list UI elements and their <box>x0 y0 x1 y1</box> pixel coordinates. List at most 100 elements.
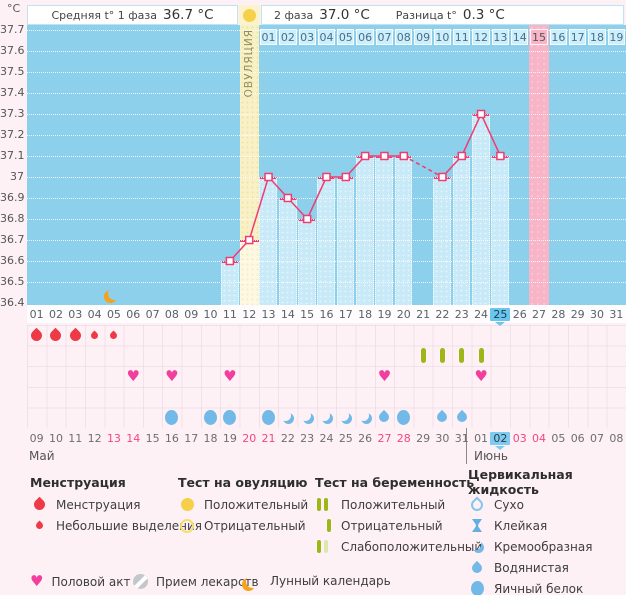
tracker-date-cell[interactable]: 25 <box>338 431 353 445</box>
tracker-date-cell[interactable]: 23 <box>300 431 315 445</box>
legend-item: Положительный <box>315 494 482 515</box>
gridline <box>27 240 626 241</box>
chart-date-cell[interactable]: 26 <box>512 307 527 321</box>
cycle-day-cell[interactable]: 01 <box>259 29 278 45</box>
tracker-date-cell[interactable]: 30 <box>435 431 450 445</box>
chart-date-cell[interactable]: 07 <box>145 307 160 321</box>
tracker-date-cell[interactable]: 18 <box>203 431 218 445</box>
chart-date-cell[interactable]: 24 <box>474 307 489 321</box>
phase2-box: 2 фаза 37.0 °C Разница t° 0.3 °C <box>261 5 624 25</box>
tracker-date-cell[interactable]: 26 <box>358 431 373 445</box>
tracker-date-cell[interactable]: 05 <box>551 431 566 445</box>
chart-today-date[interactable]: 25 <box>490 307 511 321</box>
chart-date-cell[interactable]: 21 <box>416 307 431 321</box>
tracker-date-cell[interactable]: 03 <box>512 431 527 445</box>
tracker-date-cell[interactable]: 29 <box>416 431 431 445</box>
tracker-today-date[interactable]: 02 <box>490 431 511 445</box>
chart-date-cell[interactable]: 15 <box>300 307 315 321</box>
chart-date-cell[interactable]: 05 <box>106 307 121 321</box>
cycle-day-cell[interactable]: 14 <box>511 29 529 45</box>
legend-cervical-title: Цервикальная жидкость <box>468 467 573 497</box>
pregnancy-weak-positive-icon <box>315 540 333 553</box>
tracker-date-cell[interactable]: 13 <box>106 431 121 445</box>
chart-date-cell[interactable]: 29 <box>570 307 585 321</box>
cycle-day-cell[interactable]: 02 <box>279 29 297 45</box>
tracker-date-cell[interactable]: 27 <box>377 431 392 445</box>
intimacy-marker: ♥ <box>377 366 392 385</box>
cycle-day-cell[interactable]: 08 <box>395 29 413 45</box>
chart-date-cell[interactable]: 20 <box>396 307 411 321</box>
chart-date-cell[interactable]: 12 <box>242 307 257 321</box>
tracker-date-cell[interactable]: 09 <box>29 431 44 445</box>
chart-date-cell[interactable]: 10 <box>203 307 218 321</box>
tracker-date-cell[interactable]: 24 <box>319 431 334 445</box>
chart-date-cell[interactable]: 08 <box>164 307 179 321</box>
tracker-date-cell[interactable]: 22 <box>280 431 295 445</box>
chart-date-cell[interactable]: 16 <box>319 307 334 321</box>
chart-date-cell[interactable]: 14 <box>280 307 295 321</box>
cycle-day-cell[interactable]: 11 <box>453 29 471 45</box>
tracker-date-cell[interactable]: 01 <box>474 431 489 445</box>
menstruation-drop-icon <box>30 496 48 513</box>
chart-date-cell[interactable]: 02 <box>48 307 63 321</box>
chart-date-cell[interactable]: 06 <box>126 307 141 321</box>
today-notch <box>495 322 506 326</box>
tracker-date-cell[interactable]: 11 <box>68 431 83 445</box>
chart-date-cell[interactable]: 23 <box>454 307 469 321</box>
tracker-date-cell[interactable]: 06 <box>570 431 585 445</box>
tracker-date-cell[interactable]: 07 <box>590 431 604 445</box>
chart-date-cell[interactable]: 28 <box>551 307 566 321</box>
cycle-day-cell[interactable]: 15 <box>530 29 548 45</box>
tracker-date-cell[interactable]: 21 <box>261 431 276 445</box>
cycle-day-cell[interactable]: 03 <box>298 29 316 45</box>
chart-date-cell[interactable]: 27 <box>532 307 547 321</box>
cycle-day-cell[interactable]: 05 <box>337 29 355 45</box>
chart-date-cell[interactable]: 30 <box>590 307 604 321</box>
cycle-day-cell[interactable]: 16 <box>549 29 568 45</box>
tracker-date-cell[interactable]: 16 <box>164 431 179 445</box>
cycle-day-cell[interactable]: 07 <box>375 29 394 45</box>
cycle-day-cell[interactable]: 12 <box>472 29 490 45</box>
cycle-day-cell[interactable]: 09 <box>414 29 432 45</box>
tracker-date-cell[interactable]: 12 <box>87 431 102 445</box>
tracker-date-cell[interactable]: 15 <box>145 431 160 445</box>
chart-date-cell[interactable]: 09 <box>184 307 199 321</box>
tracker-date-cell[interactable]: 08 <box>609 431 624 445</box>
temperature-bar <box>394 156 413 305</box>
chart-date-cell[interactable]: 31 <box>609 307 624 321</box>
tracker-date-cell[interactable]: 28 <box>396 431 411 445</box>
tracker-date-cell[interactable]: 17 <box>184 431 199 445</box>
tracker-date-cell[interactable]: 20 <box>242 431 257 445</box>
tracker-date-cell[interactable]: 31 <box>454 431 469 445</box>
tracker-date-cell[interactable]: 14 <box>126 431 141 445</box>
tracker-date-cell[interactable]: 10 <box>48 431 63 445</box>
tracker-date-cell[interactable]: 04 <box>532 431 547 445</box>
cycle-day-cell[interactable]: 17 <box>569 29 587 45</box>
y-tick-label: 37.4 <box>0 86 25 99</box>
gridline <box>27 282 626 283</box>
cycle-day-cell[interactable]: 13 <box>491 29 510 45</box>
chart-date-cell[interactable]: 01 <box>29 307 44 321</box>
chart-date-cell[interactable]: 04 <box>87 307 102 321</box>
cycle-day-cell[interactable]: 04 <box>317 29 336 45</box>
chart-date-cell[interactable]: 18 <box>358 307 373 321</box>
legend-ovulation-test: Тест на овуляцию Положительный Отрицател… <box>178 470 308 536</box>
gridline <box>27 219 626 220</box>
temperature-bar <box>355 156 374 305</box>
chart-date-cell[interactable]: 11 <box>222 307 237 321</box>
chart-date-cell[interactable]: 22 <box>435 307 450 321</box>
cycle-day-cell[interactable]: 10 <box>433 29 452 45</box>
chart-date-cell[interactable]: 17 <box>338 307 353 321</box>
chart-date-cell[interactable]: 13 <box>261 307 276 321</box>
cycle-day-cell[interactable]: 06 <box>356 29 374 45</box>
cycle-day-cell[interactable]: 18 <box>588 29 606 45</box>
chart-date-cell[interactable]: 19 <box>377 307 392 321</box>
cervical-fluid-marker <box>298 407 317 427</box>
tracker-date-cell[interactable]: 19 <box>222 431 237 445</box>
tracker-date-cell[interactable]: 02 <box>490 429 511 450</box>
cycle-day-cell[interactable]: 19 <box>607 29 625 45</box>
cervical-fluid-marker <box>375 407 394 427</box>
chart-date-cell[interactable]: 03 <box>68 307 83 321</box>
chart-date-cell[interactable]: 25 <box>490 306 511 326</box>
